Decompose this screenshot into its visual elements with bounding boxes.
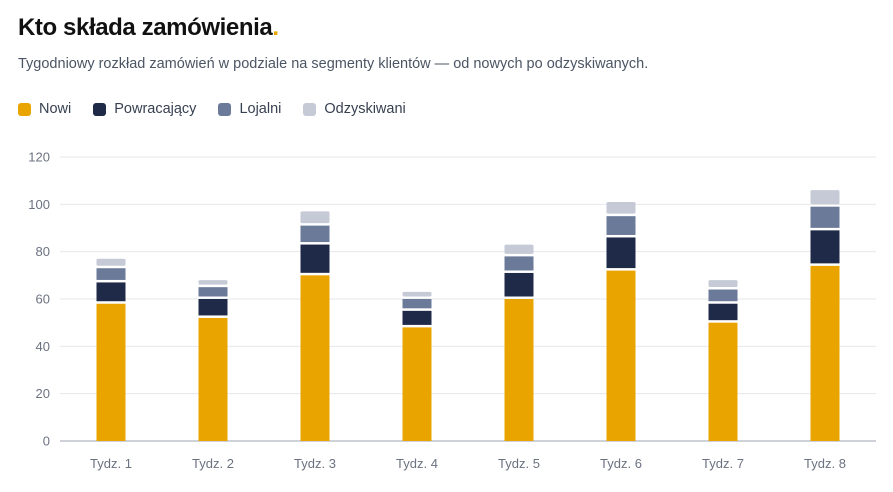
y-tick-label: 20 xyxy=(36,386,50,401)
legend-label-lojalni: Lojalni xyxy=(239,101,282,117)
bar-segment xyxy=(810,190,840,205)
bar-segment xyxy=(606,201,636,214)
bar-segment xyxy=(300,225,330,243)
bar-segment xyxy=(810,230,840,264)
chart-title-text: Kto składa zamówienia xyxy=(18,14,273,41)
bar-segment xyxy=(198,287,228,297)
bar-segment xyxy=(96,282,126,302)
chart-title: Kto składa zamówienia. xyxy=(18,14,279,42)
y-tick-label: 40 xyxy=(36,339,50,354)
legend-swatch-nowi xyxy=(18,102,31,116)
bar-segment xyxy=(198,280,228,285)
bar-segment xyxy=(810,265,840,441)
bar-segment xyxy=(708,303,738,321)
bar-segment xyxy=(300,211,330,224)
x-tick-label: Tydz. 5 xyxy=(498,456,540,471)
chart-subtitle: Tygodniowy rozkład zamówień w podziale n… xyxy=(18,56,649,72)
x-tick-label: Tydz. 4 xyxy=(396,456,438,471)
bar-segment xyxy=(402,291,432,297)
bar-segment xyxy=(402,327,432,441)
bar-segment xyxy=(504,244,534,254)
bar-segment xyxy=(300,244,330,273)
x-tick-label: Tydz. 1 xyxy=(90,456,132,471)
legend-item-powracajacy[interactable]: Powracający xyxy=(93,101,196,117)
x-tick-label: Tydz. 3 xyxy=(294,456,336,471)
bar-segment xyxy=(606,270,636,441)
bar-segment xyxy=(198,317,228,441)
legend-item-lojalni[interactable]: Lojalni xyxy=(218,101,281,117)
bar-segment xyxy=(198,299,228,316)
legend-label-powracajacy: Powracający xyxy=(114,101,197,117)
y-tick-label: 60 xyxy=(36,292,50,307)
y-tick-label: 0 xyxy=(43,434,50,449)
bar-segment xyxy=(504,256,534,271)
bar-segment xyxy=(504,272,534,297)
y-tick-label: 120 xyxy=(28,150,50,165)
legend-swatch-powracajacy xyxy=(93,102,107,116)
legend-item-nowi[interactable]: Nowi xyxy=(18,101,71,117)
bar-segment xyxy=(96,303,126,441)
x-tick-label: Tydz. 8 xyxy=(804,456,846,471)
x-tick-label: Tydz. 6 xyxy=(600,456,642,471)
legend-swatch-odzyskiwani xyxy=(303,102,317,116)
x-tick-label: Tydz. 7 xyxy=(702,456,744,471)
bar-segment xyxy=(708,280,738,288)
legend-label-nowi: Nowi xyxy=(39,101,72,117)
y-tick-label: 100 xyxy=(28,197,50,212)
legend-item-odzyskiwani[interactable]: Odzyskiwani xyxy=(303,101,406,117)
bar-segment xyxy=(708,322,738,441)
y-tick-label: 80 xyxy=(36,244,50,259)
legend-label-odzyskiwani: Odzyskiwani xyxy=(324,101,406,117)
bar-segment xyxy=(606,237,636,269)
x-tick-label: Tydz. 2 xyxy=(192,456,234,471)
bar-segment xyxy=(96,268,126,280)
chart-legend: Nowi Powracający Lojalni Odzyskiwani xyxy=(18,101,428,117)
bar-segment xyxy=(96,258,126,266)
bar-segment xyxy=(810,206,840,228)
bar-segment xyxy=(504,299,534,441)
bar-segment xyxy=(300,275,330,441)
legend-swatch-lojalni xyxy=(218,102,232,116)
bar-segment xyxy=(606,216,636,235)
chart-title-accent-dot: . xyxy=(272,14,279,41)
bar-segment xyxy=(708,289,738,302)
bar-segment xyxy=(402,299,432,309)
bar-segment xyxy=(402,310,432,325)
